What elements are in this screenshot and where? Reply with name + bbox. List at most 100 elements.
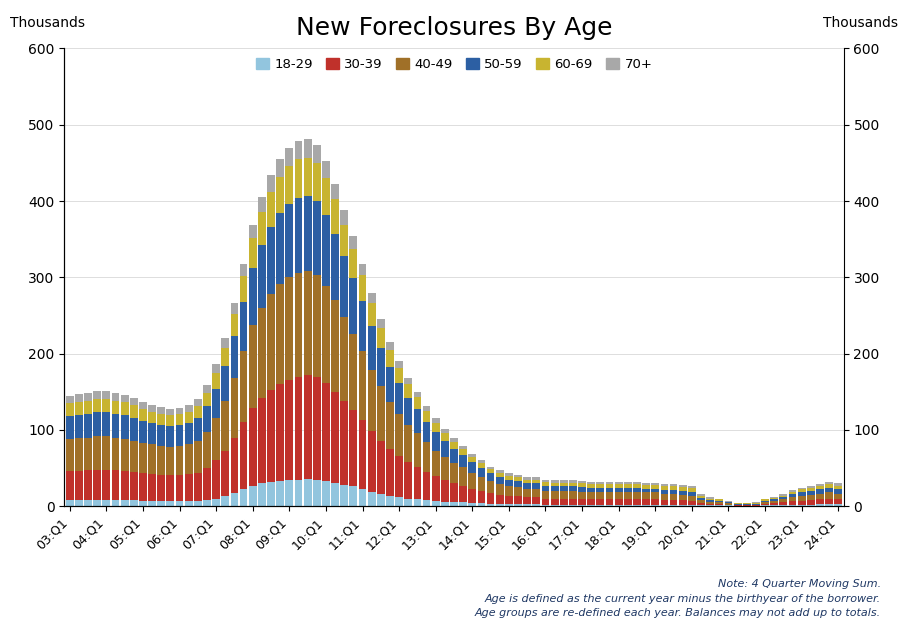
Bar xyxy=(633,500,641,505)
Bar xyxy=(478,460,486,462)
Bar xyxy=(642,483,650,485)
Bar xyxy=(276,284,284,384)
Bar xyxy=(166,447,174,475)
Bar xyxy=(386,402,394,449)
Bar xyxy=(359,275,367,301)
Bar xyxy=(441,501,449,507)
Bar xyxy=(560,505,568,507)
Bar xyxy=(121,471,129,500)
Bar xyxy=(386,350,394,367)
Bar xyxy=(75,500,83,507)
Bar xyxy=(157,446,165,475)
Bar xyxy=(651,493,659,500)
Bar xyxy=(716,505,723,507)
Bar xyxy=(94,436,101,469)
Bar xyxy=(340,401,348,485)
Bar xyxy=(569,483,577,486)
Bar xyxy=(84,471,92,500)
Bar xyxy=(487,469,495,473)
Bar xyxy=(779,502,787,505)
Bar xyxy=(103,399,110,411)
Bar xyxy=(716,500,723,501)
Bar xyxy=(469,457,476,462)
Bar xyxy=(175,501,183,507)
Bar xyxy=(469,462,476,472)
Bar xyxy=(350,236,357,249)
Text: Thousands: Thousands xyxy=(824,16,898,30)
Bar xyxy=(294,140,302,159)
Bar xyxy=(770,501,778,503)
Bar xyxy=(422,472,430,500)
Bar xyxy=(798,488,805,490)
Bar xyxy=(222,496,229,507)
Bar xyxy=(660,484,668,486)
Bar xyxy=(597,493,604,500)
Bar xyxy=(532,497,540,504)
Bar xyxy=(541,479,549,482)
Bar xyxy=(322,178,330,215)
Bar xyxy=(212,389,220,418)
Bar xyxy=(395,384,403,414)
Bar xyxy=(377,319,385,328)
Bar xyxy=(75,471,83,500)
Bar xyxy=(478,462,486,468)
Bar xyxy=(340,317,348,401)
Bar xyxy=(606,484,614,488)
Bar xyxy=(404,384,412,398)
Bar xyxy=(203,385,211,392)
Bar xyxy=(716,501,723,502)
Bar xyxy=(725,505,733,507)
Bar xyxy=(194,399,202,406)
Bar xyxy=(112,500,119,507)
Bar xyxy=(688,488,696,492)
Bar xyxy=(294,273,302,377)
Bar xyxy=(231,438,238,493)
Bar xyxy=(422,421,430,442)
Bar xyxy=(807,488,814,491)
Bar xyxy=(578,487,586,492)
Bar xyxy=(304,271,311,375)
Bar xyxy=(413,397,421,410)
Bar xyxy=(304,197,311,271)
Bar xyxy=(578,505,586,507)
Bar xyxy=(706,500,714,501)
Bar xyxy=(789,501,796,505)
Bar xyxy=(413,410,421,433)
Bar xyxy=(578,483,586,487)
Bar xyxy=(331,184,339,200)
Bar xyxy=(359,352,367,420)
Bar xyxy=(231,378,238,438)
Bar xyxy=(285,480,293,507)
Bar xyxy=(523,483,531,489)
Bar xyxy=(642,493,650,500)
Bar xyxy=(130,406,138,418)
Bar xyxy=(606,482,614,484)
Bar xyxy=(294,159,302,198)
Bar xyxy=(523,477,531,479)
Bar xyxy=(368,326,376,370)
Bar xyxy=(66,416,74,439)
Bar xyxy=(496,495,504,504)
Bar xyxy=(541,491,549,498)
Bar xyxy=(541,482,549,486)
Bar xyxy=(532,489,540,497)
Bar xyxy=(422,500,430,507)
Bar xyxy=(660,486,668,490)
Bar xyxy=(368,303,376,326)
Bar xyxy=(597,505,604,507)
Bar xyxy=(532,477,540,479)
Bar xyxy=(597,484,604,488)
Bar xyxy=(825,482,833,484)
Bar xyxy=(157,475,165,501)
Bar xyxy=(450,438,458,442)
Bar xyxy=(770,498,778,500)
Bar xyxy=(377,440,385,494)
Bar xyxy=(496,477,504,484)
Bar xyxy=(697,505,705,507)
Bar xyxy=(432,432,439,450)
Bar xyxy=(587,488,595,493)
Bar xyxy=(487,473,495,481)
Bar xyxy=(258,308,266,398)
Bar xyxy=(395,361,403,368)
Bar xyxy=(84,393,92,401)
